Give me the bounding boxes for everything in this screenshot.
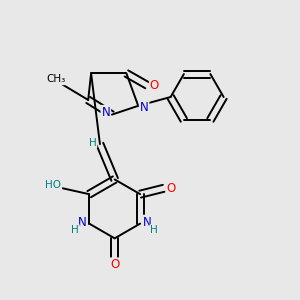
Text: HO: HO [45,180,61,190]
Text: O: O [150,79,159,92]
Text: N: N [77,216,86,229]
Text: N: N [143,216,152,229]
Text: O: O [110,258,119,271]
Text: H: H [71,225,79,235]
Text: N: N [101,106,110,119]
Text: CH₃: CH₃ [46,74,65,84]
Text: H: H [150,225,158,235]
Text: O: O [167,182,176,195]
Text: N: N [140,101,148,114]
Text: H: H [89,138,97,148]
